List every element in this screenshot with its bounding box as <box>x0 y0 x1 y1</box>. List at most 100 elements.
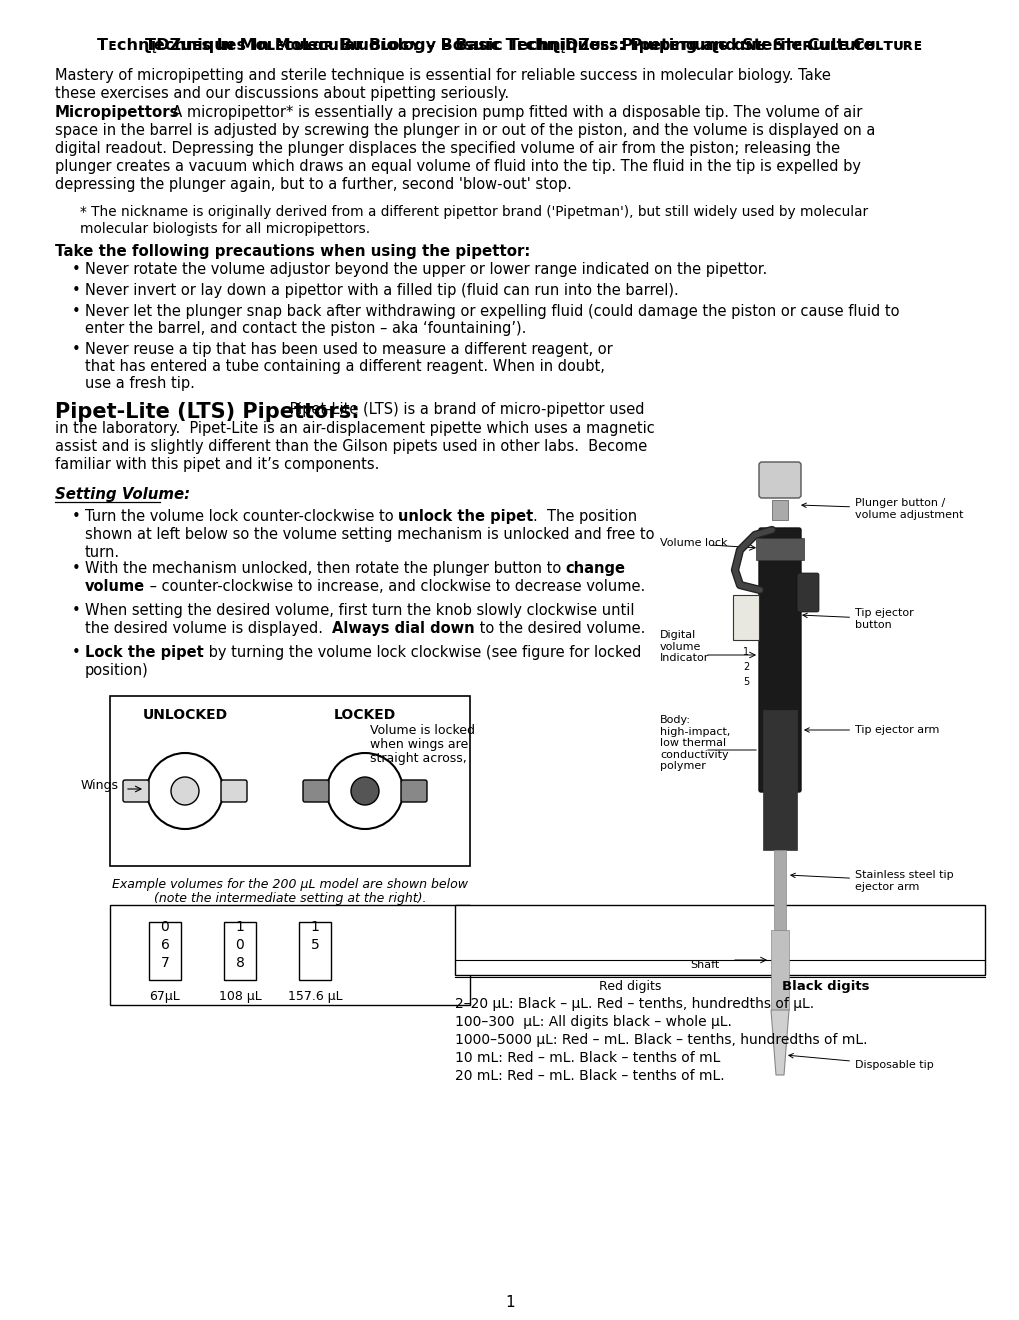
Text: straight across,: straight across, <box>370 752 467 766</box>
Text: Setting Volume:: Setting Volume: <box>55 487 190 502</box>
Text: Red digits: Red digits <box>598 979 660 993</box>
Text: change: change <box>566 561 626 576</box>
Text: Stainless steel tip
ejector arm: Stainless steel tip ejector arm <box>790 870 953 891</box>
Text: UNLOCKED: UNLOCKED <box>143 708 227 722</box>
Text: depressing the plunger again, but to a further, second 'blow-out' stop.: depressing the plunger again, but to a f… <box>55 177 572 191</box>
Text: 1: 1 <box>310 920 319 935</box>
Text: – counter-clockwise to increase, and clockwise to decrease volume.: – counter-clockwise to increase, and clo… <box>145 579 645 594</box>
Circle shape <box>351 777 379 805</box>
Text: familiar with this pipet and it’s components.: familiar with this pipet and it’s compon… <box>55 457 379 473</box>
Text: •: • <box>72 603 81 618</box>
Text: 108 μL: 108 μL <box>218 990 261 1003</box>
FancyBboxPatch shape <box>303 780 329 803</box>
FancyBboxPatch shape <box>733 595 758 640</box>
FancyBboxPatch shape <box>758 528 800 792</box>
Text: Micropipettors: Micropipettors <box>55 106 179 120</box>
Text: With the mechanism unlocked, then rotate the plunger button to: With the mechanism unlocked, then rotate… <box>85 561 566 576</box>
Text: Example volumes for the 200 μL model are shown below: Example volumes for the 200 μL model are… <box>112 878 468 891</box>
Text: Volume lock: Volume lock <box>659 539 727 548</box>
FancyBboxPatch shape <box>224 921 256 979</box>
Text: •: • <box>72 342 81 356</box>
Text: 10 mL: Red – mL. Black – tenths of mL: 10 mL: Red – mL. Black – tenths of mL <box>454 1051 719 1065</box>
Text: Body:
high-impact,
low thermal
conductivity
polymer: Body: high-impact, low thermal conductiv… <box>659 715 730 771</box>
Text: Tip ejector arm: Tip ejector arm <box>804 725 938 735</box>
Polygon shape <box>770 1010 789 1074</box>
FancyBboxPatch shape <box>123 780 149 803</box>
Text: Take the following precautions when using the pipettor:: Take the following precautions when usin… <box>55 244 530 259</box>
FancyBboxPatch shape <box>755 539 803 560</box>
Text: Wings: Wings <box>81 780 119 792</box>
Text: Techniques In Molecular Biology – Basic Techniques: Pipeting and Sterile Culture: Techniques In Molecular Biology – Basic … <box>145 38 874 53</box>
FancyBboxPatch shape <box>758 462 800 498</box>
Text: 7: 7 <box>160 956 169 970</box>
Text: 8: 8 <box>235 956 245 970</box>
Text: •: • <box>72 561 81 576</box>
FancyBboxPatch shape <box>773 850 786 931</box>
Text: 1: 1 <box>235 920 245 935</box>
Text: Volume is locked: Volume is locked <box>370 723 475 737</box>
Text: space in the barrel is adjusted by screwing the plunger in or out of the piston,: space in the barrel is adjusted by screw… <box>55 123 874 139</box>
Text: turn.: turn. <box>85 545 120 560</box>
Text: in the laboratory.  Pipet-Lite is an air-displacement pipette which uses a magne: in the laboratory. Pipet-Lite is an air-… <box>55 421 654 436</box>
Text: 5: 5 <box>311 939 319 952</box>
Text: 67μL: 67μL <box>150 990 180 1003</box>
Text: Shaft: Shaft <box>690 960 719 970</box>
FancyBboxPatch shape <box>110 696 470 866</box>
Text: When setting the desired volume, first turn the knob slowly clockwise until: When setting the desired volume, first t… <box>85 603 634 618</box>
Text: •: • <box>72 510 81 524</box>
Circle shape <box>171 777 199 805</box>
Text: 157.6 μL: 157.6 μL <box>287 990 342 1003</box>
Text: •: • <box>72 282 81 298</box>
Text: Pipet-Lite (LTS) is a brand of micro-pipettor used: Pipet-Lite (LTS) is a brand of micro-pip… <box>284 403 644 417</box>
Text: Mastery of micropipetting and sterile technique is essential for reliable succes: Mastery of micropipetting and sterile te… <box>55 69 830 83</box>
Text: assist and is slightly different than the Gilson pipets used in other labs.  Bec: assist and is slightly different than th… <box>55 440 647 454</box>
Text: 0: 0 <box>235 939 245 952</box>
Text: when wings are: when wings are <box>370 738 468 751</box>
FancyBboxPatch shape <box>149 921 180 979</box>
FancyBboxPatch shape <box>221 780 247 803</box>
Text: shown at left below so the volume setting mechanism is unlocked and free to: shown at left below so the volume settin… <box>85 527 654 543</box>
Text: 0: 0 <box>160 920 169 935</box>
Text: 1000–5000 μL: Red – mL. Black – tenths, hundredths of mL.: 1000–5000 μL: Red – mL. Black – tenths, … <box>454 1034 866 1047</box>
Text: Tip ejector
button: Tip ejector button <box>802 609 913 630</box>
Text: Disposable tip: Disposable tip <box>788 1053 932 1071</box>
Text: 100–300  μL: All digits black – whole μL.: 100–300 μL: All digits black – whole μL. <box>454 1015 732 1030</box>
Text: that has entered a tube containing a different reagent. When in doubt,: that has entered a tube containing a dif… <box>85 359 604 374</box>
Text: •: • <box>72 304 81 319</box>
Text: A micropipettor* is essentially a precision pump fitted with a disposable tip. T: A micropipettor* is essentially a precis… <box>163 106 861 120</box>
Text: Pipet-Lite (LTS) Pipettors:: Pipet-Lite (LTS) Pipettors: <box>55 403 360 422</box>
Text: Black digits: Black digits <box>782 979 869 993</box>
Text: use a fresh tip.: use a fresh tip. <box>85 376 195 391</box>
Text: Digital
volume
Indicator: Digital volume Indicator <box>659 630 708 663</box>
Text: unlock the pipet: unlock the pipet <box>397 510 533 524</box>
Text: •: • <box>72 261 81 277</box>
FancyBboxPatch shape <box>400 780 427 803</box>
Text: •: • <box>72 645 81 660</box>
Text: 1
2
5: 1 2 5 <box>742 647 748 686</box>
Text: Turn the volume lock counter-clockwise to: Turn the volume lock counter-clockwise t… <box>85 510 397 524</box>
Text: 2–20 μL: Black – μL. Red – tenths, hundredths of μL.: 2–20 μL: Black – μL. Red – tenths, hundr… <box>454 997 813 1011</box>
Text: by turning the volume lock clockwise (see figure for locked: by turning the volume lock clockwise (se… <box>204 645 641 660</box>
Text: digital readout. Depressing the plunger displaces the specified volume of air fr: digital readout. Depressing the plunger … <box>55 141 840 156</box>
Text: TᴇсhɳįǱuᴇѕ Iɴ Mᴏʟᴇсᴜʟɑʀ Bɯᴏʟᴏɢʏ – Bɑѕɯс TᴇсhɳįǱᴜᴇѕ: Pɯрᴇᴛɯɳɢ ɑɴʁ Sᴛᴇʀɯʟᴇ Cᴜʟᴛᴜʀᴇ: TᴇсhɳįǱuᴇѕ Iɴ Mᴏʟᴇсᴜʟɑʀ Bɯᴏʟᴏɢʏ – Bɑѕɯс … <box>97 38 922 53</box>
Text: Never let the plunger snap back after withdrawing or expelling fluid (could dama: Never let the plunger snap back after wi… <box>85 304 899 319</box>
FancyBboxPatch shape <box>770 931 789 1010</box>
Text: 6: 6 <box>160 939 169 952</box>
Text: position): position) <box>85 663 149 678</box>
Text: (note the intermediate setting at the right).: (note the intermediate setting at the ri… <box>154 892 426 906</box>
Text: .  The position: . The position <box>533 510 637 524</box>
Text: these exercises and our discussions about pipetting seriously.: these exercises and our discussions abou… <box>55 86 508 102</box>
Text: * The nickname is originally derived from a different pipettor brand ('Pipetman': * The nickname is originally derived fro… <box>79 205 867 219</box>
Text: 20 mL: Red – mL. Black – tenths of mL.: 20 mL: Red – mL. Black – tenths of mL. <box>454 1069 723 1082</box>
Text: to the desired volume.: to the desired volume. <box>475 620 645 636</box>
Text: enter the barrel, and contact the piston – aka ‘fountaining’).: enter the barrel, and contact the piston… <box>85 321 526 337</box>
Text: 1: 1 <box>504 1295 515 1309</box>
Text: volume: volume <box>85 579 145 594</box>
Text: Never invert or lay down a pipettor with a filled tip (fluid can run into the ba: Never invert or lay down a pipettor with… <box>85 282 678 298</box>
FancyBboxPatch shape <box>771 500 788 520</box>
FancyBboxPatch shape <box>110 906 470 1005</box>
Text: plunger creates a vacuum which draws an equal volume of fluid into the tip. The : plunger creates a vacuum which draws an … <box>55 158 860 174</box>
Text: Never rotate the volume adjustor beyond the upper or lower range indicated on th: Never rotate the volume adjustor beyond … <box>85 261 766 277</box>
Text: Never reuse a tip that has been used to measure a different reagent, or: Never reuse a tip that has been used to … <box>85 342 612 356</box>
Text: LOCKED: LOCKED <box>333 708 395 722</box>
